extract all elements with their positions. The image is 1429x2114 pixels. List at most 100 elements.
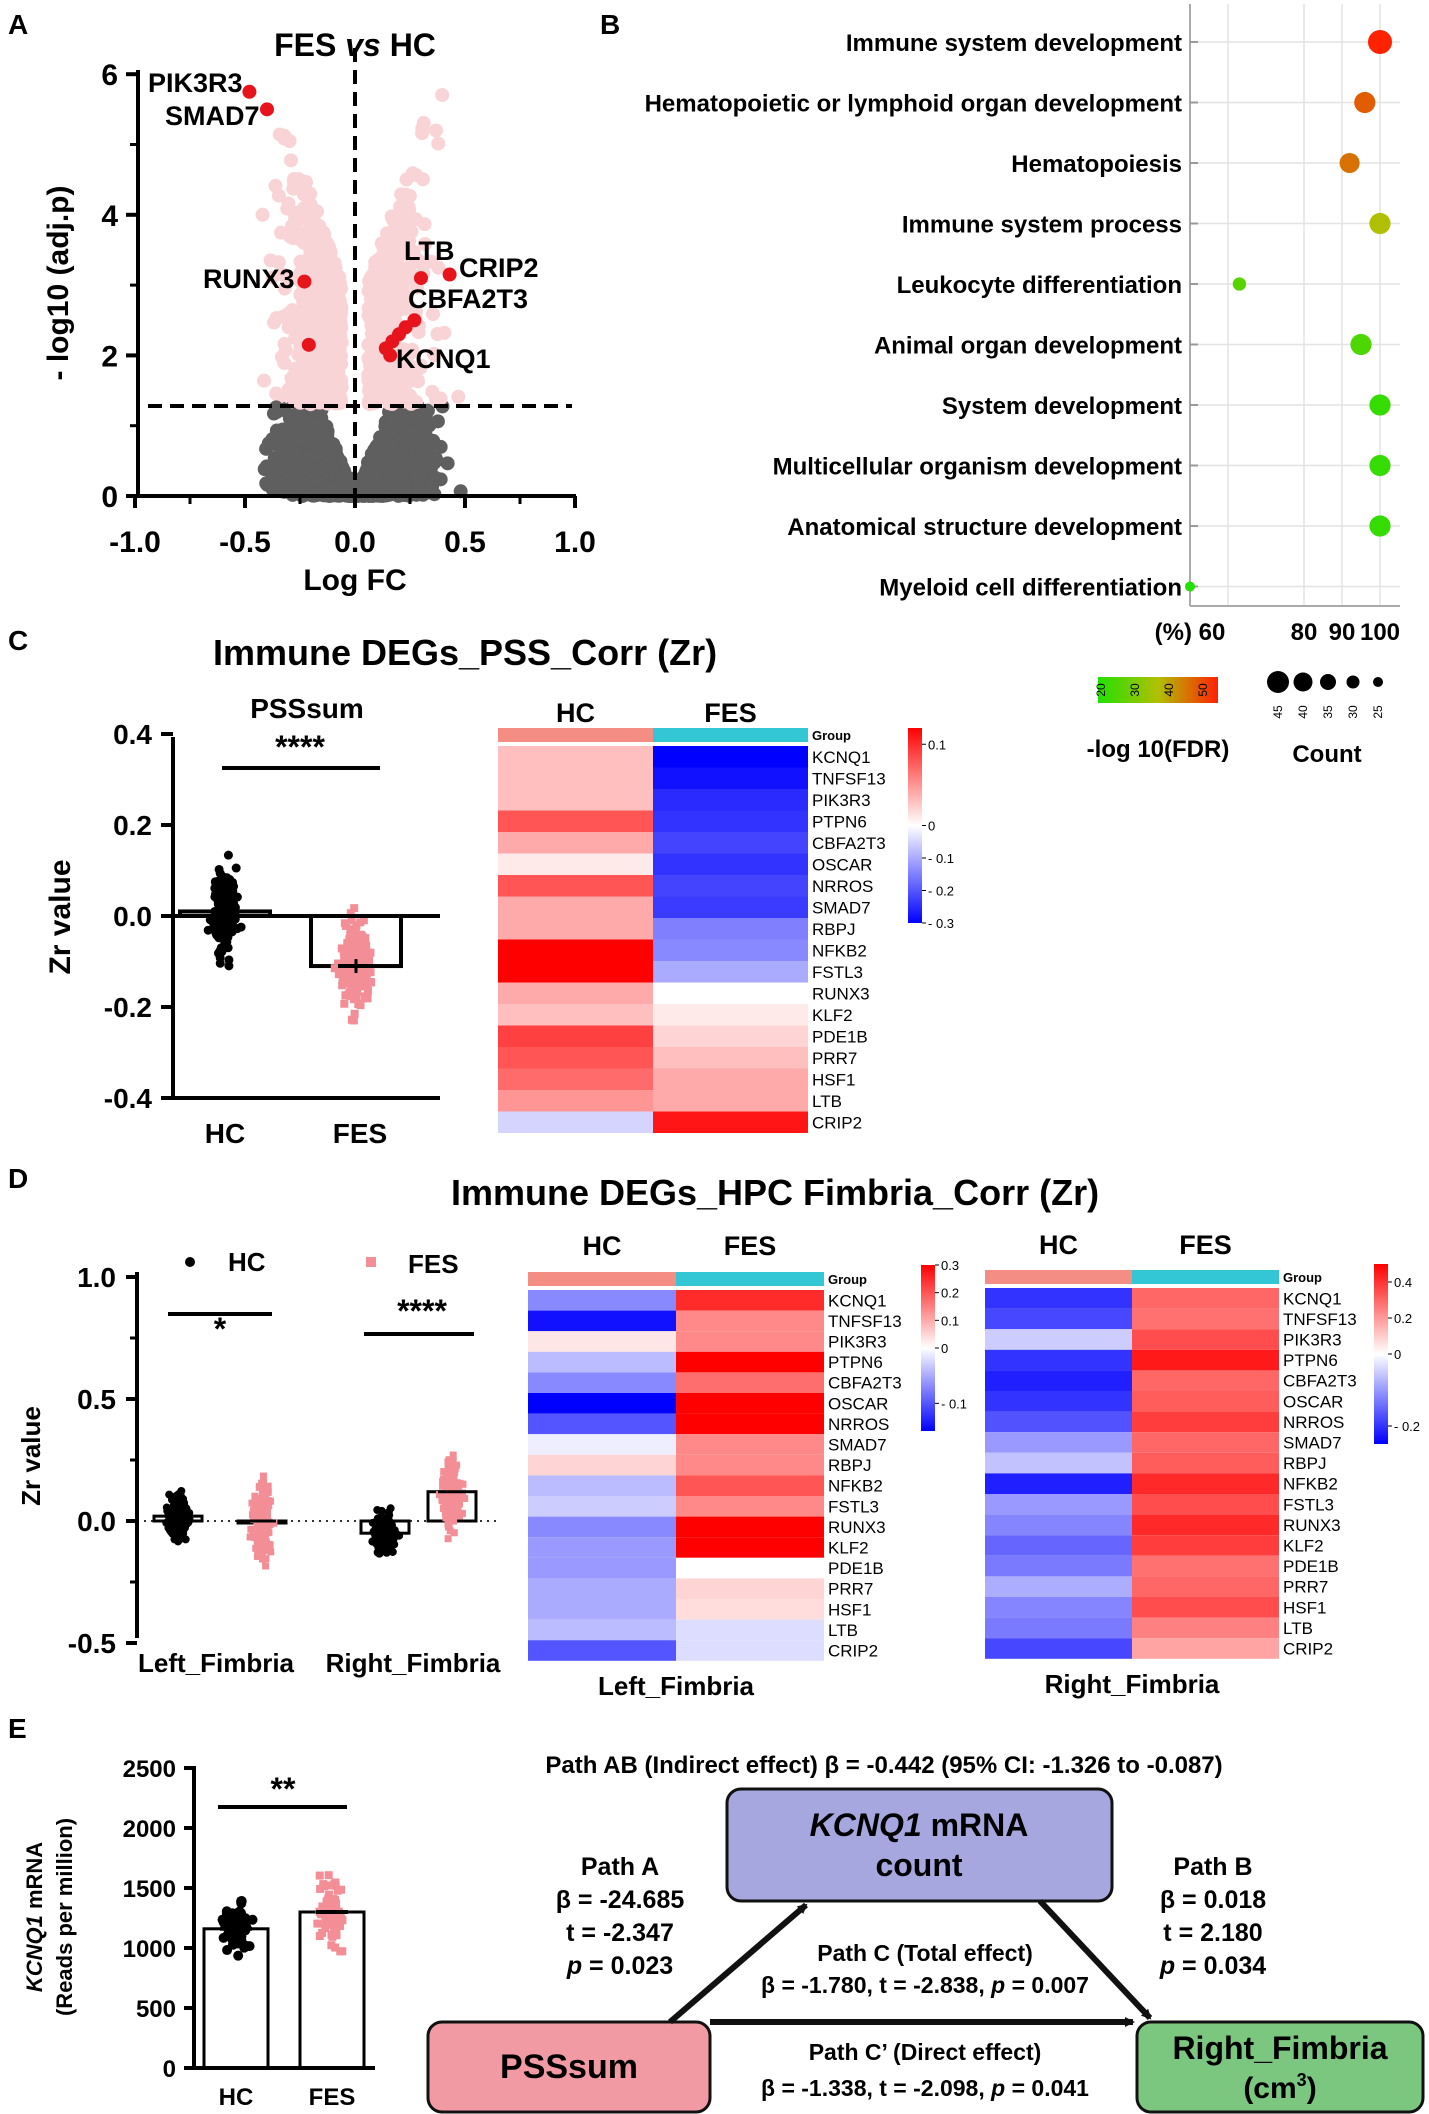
path-b-t: t = 2.180 xyxy=(1163,1919,1262,1947)
go-term-label: Immune system development xyxy=(846,30,1182,57)
volcano-point xyxy=(282,134,297,149)
heatmap-cell xyxy=(985,1411,1132,1433)
heatmap-cell xyxy=(985,1597,1132,1618)
go-terms: Immune system development Hematopoietic o… xyxy=(645,30,1392,602)
fimbria-point-hc xyxy=(373,1505,382,1514)
volcano-point xyxy=(368,255,383,270)
heatmap-colorbar xyxy=(1374,1264,1388,1444)
volcano-point xyxy=(283,153,298,168)
heatmap-cell xyxy=(653,810,808,832)
volcano-point xyxy=(265,432,280,447)
fimbria-point-fes xyxy=(446,1527,454,1535)
path-c-title: Path C (Total effect) xyxy=(817,1940,1033,1966)
fimbria-point-fes xyxy=(454,1503,462,1511)
fimbria-point-fes xyxy=(262,1562,270,1570)
heatmap-cell xyxy=(528,1599,676,1620)
heatmap-gene-label: LTB xyxy=(1283,1619,1313,1638)
colorbar-tick-label: 0.2 xyxy=(1394,1311,1412,1326)
pss-point-fes xyxy=(351,973,360,982)
fimbria-point-fes xyxy=(439,1481,447,1489)
fimbria-point-fes xyxy=(449,1451,457,1459)
fimbria-point-fes xyxy=(258,1494,266,1502)
pss-x-label: HC xyxy=(205,1118,245,1149)
fimbria-point-hc xyxy=(373,1548,382,1557)
kcnq1-point-hc xyxy=(223,1929,234,1940)
heatmap-cell xyxy=(498,853,653,875)
volcano-point xyxy=(263,253,278,268)
volcano-point xyxy=(318,390,333,405)
heatmap-cell xyxy=(985,1555,1132,1577)
volcano-point xyxy=(431,136,446,151)
count-legend-dot xyxy=(1346,675,1360,689)
pss-point-fes xyxy=(346,991,355,1000)
pss-point-fes xyxy=(361,973,370,982)
heatmap-cell xyxy=(676,1310,824,1332)
pss-significance: **** xyxy=(275,729,325,765)
volcano-point xyxy=(387,474,402,489)
panel-letter-e: E xyxy=(8,1713,27,1744)
fimbria-y-tick-label: 1.0 xyxy=(77,1262,116,1293)
fimbria-point-hc xyxy=(178,1519,187,1528)
volcano-point xyxy=(377,439,392,454)
heatmap-cell xyxy=(985,1638,1132,1659)
volcano-point xyxy=(412,467,427,482)
colorbar-tick-label: 0.1 xyxy=(941,1313,959,1328)
heatmap-gene-label: CBFA2T3 xyxy=(1283,1372,1357,1391)
heatmap-cell xyxy=(498,767,653,789)
volcano-point xyxy=(405,370,420,385)
fimbria-point-fes xyxy=(256,1498,264,1506)
fimbria-point-hc xyxy=(179,1504,188,1513)
legend-fes-marker xyxy=(366,1257,376,1267)
heatmap-gene-label: NRROS xyxy=(1283,1413,1344,1432)
fimbria-point-fes xyxy=(440,1468,448,1476)
heatmap-cell xyxy=(528,1331,676,1352)
volcano-point xyxy=(451,389,466,404)
heatmap-cell xyxy=(676,1557,824,1579)
heatmap-cell xyxy=(653,1111,808,1133)
volcano-point xyxy=(301,461,316,476)
go-term-label: Hematopoietic or lymphoid organ developm… xyxy=(645,91,1182,118)
heatmap-gene-label: CBFA2T3 xyxy=(812,834,886,853)
volcano-point xyxy=(323,306,338,321)
heatmap-cell xyxy=(1132,1308,1279,1330)
volcano-point xyxy=(402,188,417,203)
volcano-point xyxy=(380,462,395,477)
pss-point-fes xyxy=(346,909,355,918)
heatmap-gene-label: RBPJ xyxy=(1283,1454,1326,1473)
fimbria-point-fes xyxy=(450,1529,458,1537)
volcano-point xyxy=(398,294,413,309)
heatmap-cell xyxy=(498,1004,653,1026)
heatmap-cell xyxy=(1132,1535,1279,1556)
mediation-diagram: Path AB (Indirect effect) β = -0.442 (95… xyxy=(426,1752,1425,2114)
heatmap-gene-label: RBPJ xyxy=(828,1456,871,1475)
heatmap-right-fimbria: HC FESGroupKCNQ1TNFSF13PIK3R3PTPN6CBFA2T3… xyxy=(985,1230,1420,1699)
fimbria-point-fes xyxy=(446,1481,454,1489)
heatmap-group-label: Group xyxy=(1283,1270,1322,1285)
pss-point-fes xyxy=(356,1001,365,1010)
heatmap-gene-label: NFKB2 xyxy=(812,941,867,960)
volcano-highlight-point xyxy=(260,102,274,117)
kcnq1-y-tick-label: 0 xyxy=(163,2056,176,2083)
heatmap-group-fes xyxy=(653,728,808,742)
fimbria-point-hc xyxy=(382,1548,391,1557)
go-term-dot xyxy=(1185,581,1195,592)
heatmap-gene-label: CRIP2 xyxy=(1283,1640,1333,1659)
volcano-point xyxy=(302,239,317,254)
colorbar-tick-label: 0.3 xyxy=(941,1258,959,1273)
volcano-gene-label: KCNQ1 xyxy=(396,344,491,374)
go-term-dot xyxy=(1350,333,1372,356)
heatmap-gene-label: FSTL3 xyxy=(812,963,863,982)
heatmap-gene-label: RUNX3 xyxy=(1283,1516,1341,1535)
fimbria-point-fes xyxy=(257,1526,265,1534)
pss-point-fes xyxy=(363,948,372,957)
pss-point-fes xyxy=(356,949,365,958)
pss-point-fes xyxy=(345,945,354,954)
heatmap-cell xyxy=(528,1475,676,1496)
volcano-point xyxy=(299,481,314,496)
volcano-y-tick-label: 4 xyxy=(101,200,118,233)
heatmap-gene-label: OSCAR xyxy=(812,855,872,874)
volcano-point xyxy=(307,471,322,486)
heatmap-cell xyxy=(676,1516,824,1538)
path-b-beta: β = 0.018 xyxy=(1160,1886,1266,1914)
